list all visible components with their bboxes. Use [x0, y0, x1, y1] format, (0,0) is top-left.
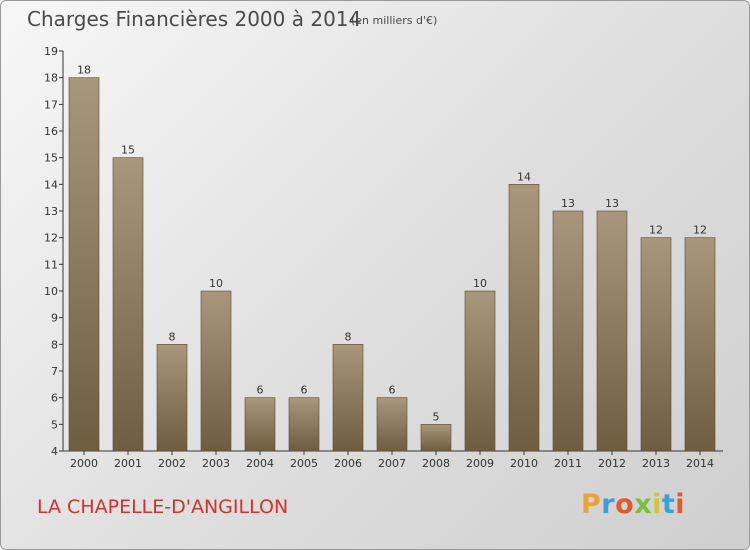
- bar: [288, 397, 320, 452]
- bar: [200, 290, 232, 452]
- bar: [244, 397, 276, 452]
- logo-letter: i: [652, 489, 662, 520]
- bar: [596, 210, 628, 452]
- data-label: 10: [209, 277, 223, 290]
- bar: [420, 424, 452, 452]
- x-tick-label: 2013: [642, 457, 670, 470]
- data-label: 12: [649, 224, 663, 237]
- data-label: 14: [517, 170, 531, 183]
- x-tick-label: 2014: [686, 457, 714, 470]
- y-tick-label: 5: [51, 418, 58, 431]
- y-tick-label: 19: [44, 45, 58, 58]
- data-label: 6: [389, 384, 396, 397]
- y-tick-label: 12: [44, 232, 58, 245]
- x-tick-label: 2006: [334, 457, 362, 470]
- y-tick-label: 8: [51, 338, 58, 351]
- data-label: 6: [257, 384, 264, 397]
- x-tick-label: 2000: [70, 457, 98, 470]
- y-tick-label: 16: [44, 125, 58, 138]
- bar: [156, 344, 188, 452]
- bar: [552, 210, 584, 452]
- data-label: 18: [77, 64, 91, 77]
- x-tick-label: 2008: [422, 457, 450, 470]
- data-label: 13: [605, 197, 619, 210]
- bar: [376, 397, 408, 452]
- bar: [464, 290, 496, 452]
- bar: [684, 237, 716, 452]
- x-tick-label: 2003: [202, 457, 230, 470]
- x-tick-label: 2012: [598, 457, 626, 470]
- x-tick-label: 2009: [466, 457, 494, 470]
- logo-letter: P: [581, 489, 602, 520]
- bar: [508, 184, 540, 452]
- logo-letter: x: [634, 489, 653, 520]
- logo-letter: o: [615, 489, 635, 520]
- data-label: 13: [561, 197, 575, 210]
- y-tick-label: 6: [51, 392, 58, 405]
- proxiti-logo: Proxiti: [581, 489, 685, 520]
- bar: [332, 344, 364, 452]
- place-name: LA CHAPELLE-D'ANGILLON: [37, 496, 289, 518]
- y-tick-label: 17: [44, 98, 58, 111]
- x-tick-label: 2011: [554, 457, 582, 470]
- y-tick-label: 9: [51, 312, 58, 325]
- bar: [112, 157, 144, 452]
- x-tick-label: 2002: [158, 457, 186, 470]
- data-labels: 18 15 8 10 6 6 8 6 5 10 14 13 13 12 12: [77, 64, 707, 424]
- logo-letter: t: [661, 489, 676, 520]
- y-tick-label: 15: [44, 152, 58, 165]
- data-label: 10: [473, 277, 487, 290]
- axes: 4 5 6 7 8 9 10 11 12 13 14 15 16 17 18 19 2000 2001 2002 20…: [44, 45, 723, 470]
- x-tick-label: 2001: [114, 457, 142, 470]
- y-tick-label: 13: [44, 205, 58, 218]
- data-label: 6: [301, 384, 308, 397]
- x-tick-label: 2010: [510, 457, 538, 470]
- bar: [640, 237, 672, 452]
- x-tick-label: 2007: [378, 457, 406, 470]
- data-label: 8: [345, 330, 352, 343]
- data-label: 5: [433, 410, 440, 423]
- chart-title: Charges Financières 2000 à 2014: [27, 7, 362, 31]
- bar: [68, 77, 100, 452]
- x-tick-label: 2004: [246, 457, 274, 470]
- y-tick-label: 14: [44, 178, 58, 191]
- y-tick-label: 7: [51, 365, 58, 378]
- data-label: 12: [693, 224, 707, 237]
- bars: [68, 77, 716, 452]
- data-label: 15: [121, 144, 135, 157]
- logo-letter: r: [601, 489, 616, 520]
- logo-letter: i: [675, 489, 686, 520]
- y-tick-label: 18: [44, 72, 58, 85]
- chart-unit: (en milliers d'€): [351, 14, 438, 27]
- y-tick-label: 11: [44, 258, 58, 271]
- data-label: 8: [169, 330, 176, 343]
- x-tick-label: 2005: [290, 457, 318, 470]
- y-tick-label: 10: [44, 285, 58, 298]
- y-tick-label: 4: [51, 445, 58, 458]
